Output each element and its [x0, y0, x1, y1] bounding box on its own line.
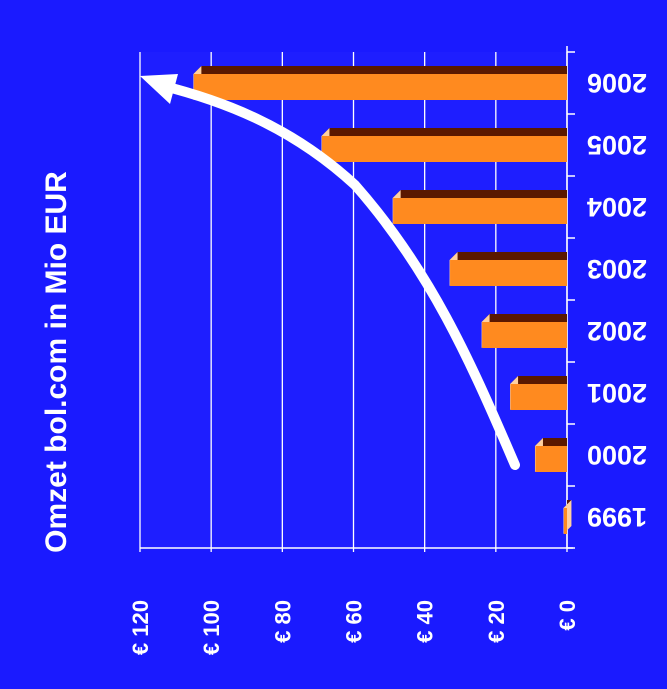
- value-tick-label-3: € 60: [342, 600, 367, 643]
- category-label-2002: 2002: [587, 316, 647, 346]
- bar-top-2003: [449, 252, 567, 260]
- bar-2000: [534, 438, 567, 472]
- category-label-1999: 1999: [587, 502, 647, 532]
- bar-front-2004: [393, 198, 567, 224]
- value-tick-label-4: € 80: [270, 600, 295, 643]
- bar-front-2006: [193, 74, 567, 100]
- category-label-2003: 2003: [587, 254, 647, 284]
- bar-front-2001: [510, 384, 567, 410]
- chart-title: Omzet bol.com in Mio EUR: [40, 171, 73, 553]
- value-tick-labels: € 0 € 20 € 40 € 60 € 80 € 100 € 120: [128, 600, 580, 655]
- bar-2003: [449, 252, 567, 286]
- trend-arrow-head: [140, 74, 178, 104]
- bar-top-2004: [392, 190, 567, 198]
- value-tick-label-2: € 40: [413, 600, 438, 643]
- bar-front-2000: [535, 446, 567, 472]
- grid-lines: [139, 52, 568, 552]
- bar-1999: [563, 500, 572, 534]
- bar-2005: [321, 128, 567, 162]
- value-tick-label-6: € 120: [128, 600, 153, 655]
- bar-front-1999: [563, 508, 567, 534]
- bar-2002: [481, 314, 567, 348]
- bar-top-2006: [193, 66, 567, 74]
- bar-top-2005: [321, 128, 567, 136]
- bar-front-2005: [321, 136, 567, 162]
- bar-top-2001: [510, 376, 567, 384]
- bar-2004: [392, 190, 567, 224]
- bar-top-2000: [534, 438, 567, 446]
- trend-arrow: [140, 74, 520, 470]
- category-label-2006: 2006: [587, 68, 647, 98]
- bar-2006: [193, 66, 567, 100]
- value-tick-label-1: € 20: [484, 600, 509, 643]
- bar-top-2002: [481, 314, 567, 322]
- bar-2001: [510, 376, 567, 410]
- category-label-2001: 2001: [587, 378, 647, 408]
- value-tick-label-0: € 0: [555, 600, 580, 631]
- category-label-2000: 2000: [587, 440, 647, 470]
- category-label-2004: 2004: [587, 192, 647, 222]
- bar-front-2002: [482, 322, 567, 348]
- bars: [193, 66, 572, 534]
- value-tick-label-5: € 100: [199, 600, 224, 655]
- trend-arrow-shaft: [155, 80, 520, 470]
- category-labels: 1999 2000 2001 2002 2003 2004 2005 2006: [587, 68, 647, 532]
- category-label-2005: 2005: [587, 130, 647, 160]
- bar-front-2003: [450, 260, 567, 286]
